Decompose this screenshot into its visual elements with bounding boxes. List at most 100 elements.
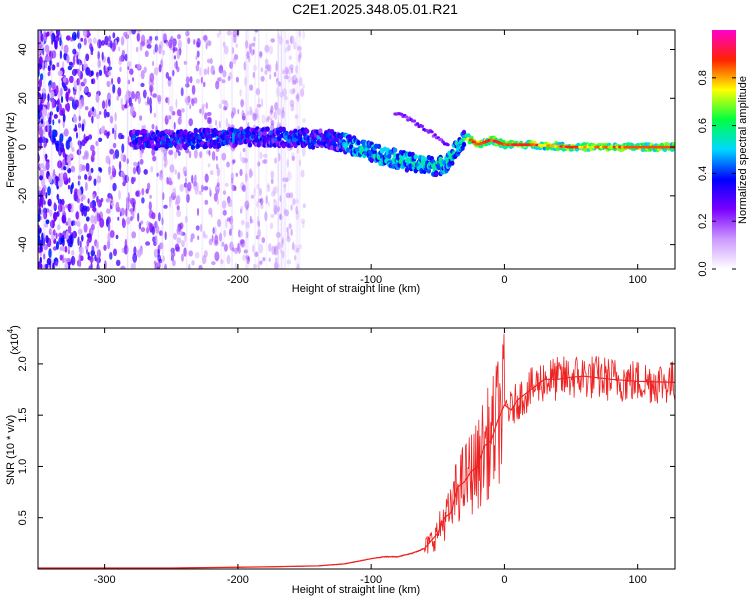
spectral-noise-blob (208, 150, 211, 157)
spectral-noise-blob (280, 239, 284, 249)
spectral-noise-blob (279, 248, 283, 254)
spectral-noise-blob (43, 244, 48, 251)
spectral-noise-blob (239, 239, 245, 245)
spectral-noise-blob (264, 58, 269, 66)
spectral-noise-blob (249, 106, 253, 115)
spectral-noise-blob (167, 76, 172, 81)
spectral-noise-blob (83, 223, 88, 233)
spectral-noise-blob (113, 123, 118, 133)
spectral-secondary-cell (404, 115, 409, 119)
spectral-streak (245, 30, 247, 269)
spectral-noise-blob (172, 47, 178, 52)
spectral-noise-blob (77, 180, 81, 186)
spectral-noise-blob (111, 127, 115, 135)
spectral-noise-blob (254, 113, 259, 120)
spectral-noise-blob (70, 234, 73, 244)
spectral-noise-blob (76, 149, 82, 156)
spectral-noise-blob (74, 220, 77, 226)
spectral-noise-blob (273, 204, 278, 215)
spectral-noise-blob (72, 48, 77, 55)
snr-x-tick-label: 100 (629, 574, 647, 586)
spectral-noise-blob (275, 60, 278, 71)
spectral-secondary-cell (446, 143, 450, 147)
spectral-noise-blob (121, 143, 125, 154)
spectral-trace-cell (665, 142, 670, 147)
spectral-noise-blob (106, 208, 109, 214)
snr-y-tick-label: 0.5 (17, 510, 29, 525)
spectral-noise-blob (85, 216, 90, 222)
spectral-noise-blob (293, 254, 297, 261)
spectral-noise-blob (266, 64, 271, 72)
spectral-noise-blob (272, 187, 277, 196)
spectral-noise-blob (55, 241, 60, 250)
spectral-noise-blob (103, 108, 107, 119)
spectral-noise-blob (86, 238, 90, 247)
spectral-noise-blob (63, 166, 67, 171)
spectral-noise-blob (106, 111, 110, 118)
spectral-noise-blob (296, 45, 302, 51)
spectral-noise-blob (136, 30, 142, 33)
spectral-noise-blob (83, 78, 87, 85)
spectral-noise-blob (253, 186, 256, 197)
spectral-noise-blob (226, 217, 231, 222)
spectral-noise-blob (124, 238, 128, 249)
spectral-noise-blob (200, 223, 203, 233)
spectral-noise-blob (290, 228, 293, 237)
spectral-noise-blob (81, 97, 84, 106)
spectral-noise-blob (154, 43, 158, 53)
spectral-noise-blob (295, 247, 300, 253)
spectral-noise-blob (250, 170, 254, 177)
spectral-noise-blob (252, 64, 257, 72)
spectral-noise-blob (278, 153, 281, 162)
spectral-noise-blob (138, 222, 142, 230)
spectral-noise-blob (58, 236, 63, 245)
spectral-noise-blob (273, 185, 279, 194)
spectral-noise-blob (285, 192, 291, 199)
spectral-noise-blob (64, 262, 69, 269)
spectral-noise-blob (46, 101, 50, 110)
spectral-noise-blob (131, 77, 135, 82)
spectral-streak (284, 30, 287, 269)
spectral-noise-blob (109, 175, 113, 180)
spectral-noise-blob (153, 112, 157, 118)
spectral-noise-blob (149, 72, 155, 83)
spectral-noise-blob (216, 197, 220, 205)
spectral-core-cell (468, 138, 474, 142)
spectral-noise-blob (195, 225, 200, 231)
spectral-noise-blob (39, 110, 43, 117)
spectral-noise-blob (146, 226, 150, 234)
spectral-noise-blob (95, 113, 101, 120)
spectral-noise-blob (225, 219, 228, 229)
spectral-noise-blob (140, 220, 144, 225)
spectral-noise-blob (47, 65, 51, 72)
spectral-noise-blob (250, 194, 255, 199)
spectral-noise-blob (112, 142, 117, 149)
spectral-noise-blob (251, 42, 256, 47)
spectral-streak (277, 30, 279, 269)
spectral-noise-blob (264, 64, 268, 70)
spectral-noise-blob (106, 216, 111, 224)
spectral-noise-blob (231, 247, 235, 252)
spectral-streak (223, 30, 225, 269)
spectral-noise-blob (275, 77, 279, 83)
spectral-noise-blob (70, 255, 76, 266)
spectral-noise-blob (152, 155, 157, 162)
spectral-noise-blob (68, 96, 74, 102)
spectral-noise-blob (168, 39, 173, 49)
spectral-secondary-cell (415, 122, 420, 126)
spectral-noise-blob (197, 60, 200, 65)
spectral-noise-blob (239, 208, 243, 214)
spectral-noise-blob (255, 107, 258, 118)
spectral-noise-blob (179, 222, 184, 230)
spectral-noise-blob (124, 174, 129, 184)
spectral-noise-blob (121, 104, 125, 111)
spectral-noise-blob (174, 243, 180, 252)
spectral-noise-blob (215, 155, 218, 161)
spectral-noise-blob (105, 197, 111, 203)
spectral-noise-blob (106, 92, 112, 102)
spectral-streak (246, 30, 248, 269)
snr-y-scale: (x104) (6, 325, 21, 355)
spectral-noise-blob (249, 44, 252, 54)
spectral-noise-blob (167, 96, 170, 106)
spectral-noise-blob (43, 142, 46, 148)
